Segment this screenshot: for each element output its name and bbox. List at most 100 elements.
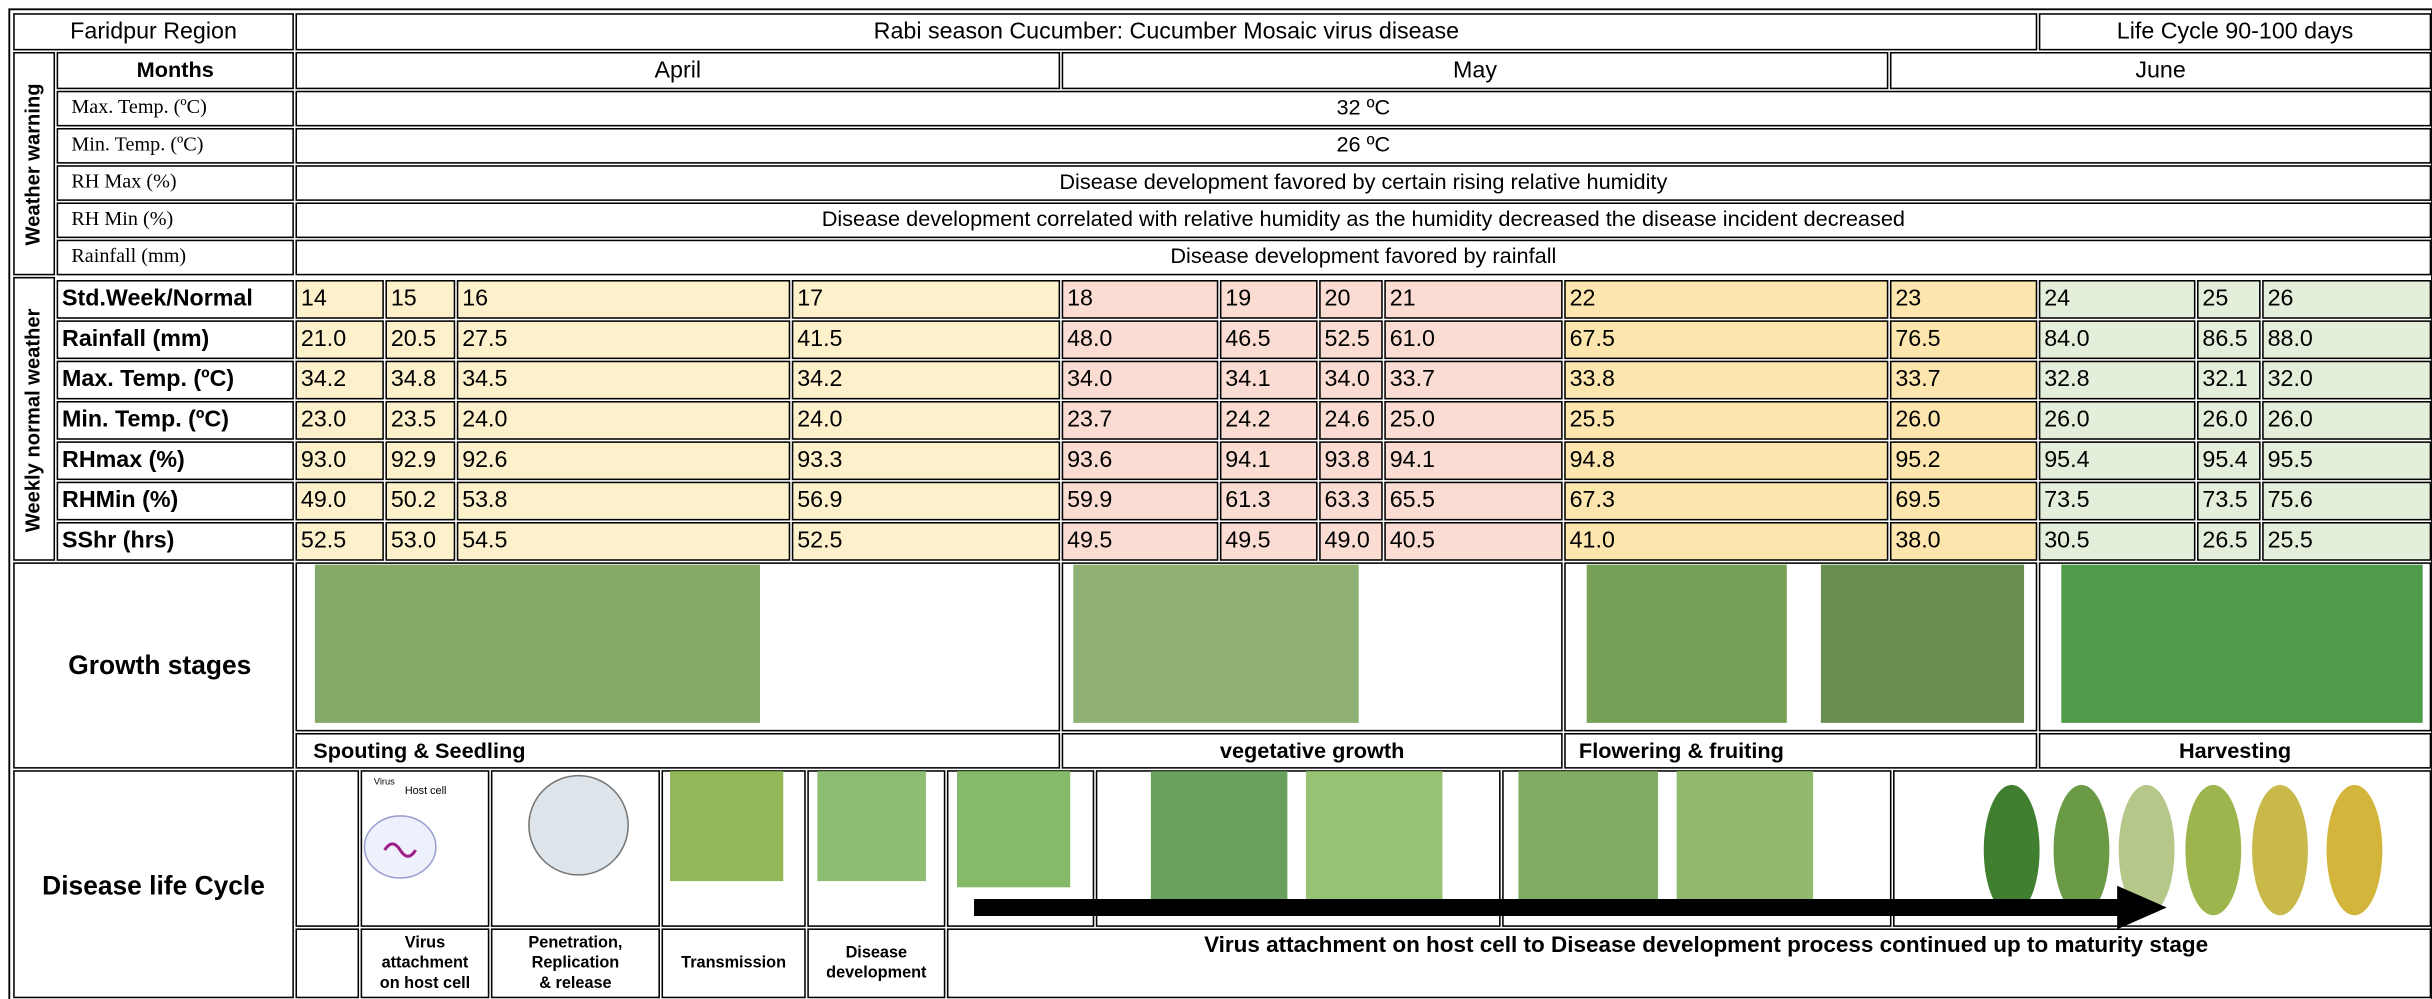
month: June [2135,56,2185,82]
cell-value: 32.0 [2268,365,2313,391]
row-label: Std.Week/Normal [62,285,253,311]
week: 16 [462,285,488,311]
cell-value: 24.6 [1325,406,1370,432]
cell-value: 24.0 [797,406,842,432]
cell-value: 33.7 [1390,365,1435,391]
cell-value: 95.4 [2044,446,2089,472]
cell-value: 93.0 [301,446,346,472]
cell-value: 54.5 [462,527,507,553]
cell-value: 41.0 [1570,527,1615,553]
cell-value: 34.5 [462,365,507,391]
cell-value: 94.1 [1225,446,1270,472]
cell-value: 73.5 [2044,486,2089,512]
photo [670,771,783,881]
photo [1073,565,1358,723]
step-label: Virus [405,933,445,951]
cell-value: 34.0 [1325,365,1370,391]
step-label: development [826,964,927,982]
cell-value: 61.0 [1390,325,1435,351]
step-label: Disease [846,944,907,962]
cell-value: 32.1 [2202,365,2247,391]
week: 15 [391,285,417,311]
cell-value: 93.8 [1325,446,1370,472]
months-label: Months [137,57,214,82]
cucumber [2327,785,2383,915]
week: 21 [1390,285,1416,311]
cell-value: 49.5 [1225,527,1270,553]
cell-value: 95.5 [2268,446,2313,472]
stage-label: Spouting & Seedling [313,738,525,763]
row-label: RHMin (%) [62,486,178,512]
step-label: attachment [382,954,469,972]
stage-label: vegetative growth [1220,738,1405,763]
cell-value: 26.0 [2268,406,2313,432]
photo [2061,565,2422,723]
photo [1821,565,2024,723]
cell-value: 48.0 [1067,325,1112,351]
row-label: Min. Temp. (ºC) [71,133,203,155]
cell [296,771,358,926]
sheet: Faridpur RegionRabi season Cucumber: Cuc… [0,0,2432,999]
cell-value: 40.5 [1390,527,1435,553]
cucumber [2185,785,2241,915]
cell-value: 34.8 [391,365,436,391]
cell [458,281,790,318]
diagram-label: Host cell [405,785,447,797]
photo [1518,771,1658,900]
row-label: Max. Temp. (ºC) [71,96,206,118]
row-label: Rainfall (mm) [71,245,186,267]
cell [793,281,1060,318]
row-label: Min. Temp. (ºC) [62,406,229,432]
cell-value: 86.5 [2202,325,2247,351]
cell-value: 52.5 [1325,325,1370,351]
section-label: Growth stages [68,650,251,680]
month: May [1453,56,1497,82]
cell-value: 23.5 [391,406,436,432]
cell-value: 88.0 [2268,325,2313,351]
cell-value: 32.8 [2044,365,2089,391]
week: 18 [1067,285,1093,311]
cell [296,929,358,997]
row-text: Disease development correlated with rela… [822,206,1905,231]
cell-value: 95.4 [2202,446,2247,472]
week: 23 [1895,285,1921,311]
step-label: Transmission [681,954,786,972]
cell-value: 24.0 [462,406,507,432]
cucumber [2252,785,2308,915]
row-label: RHmax (%) [62,446,185,472]
cell-value: 53.8 [462,486,507,512]
cell-value: 41.5 [797,325,842,351]
life-cycle: Life Cycle 90-100 days [2117,18,2353,44]
diagram-label: Virus [374,776,395,786]
week: 25 [2202,285,2228,311]
cucumber [1984,785,2040,915]
cell-value: 24.2 [1225,406,1270,432]
side-label: Weekly normal weather [22,308,44,532]
page: {"header": {"region": "Faridpur Region",… [0,0,2432,999]
week: 22 [1570,285,1596,311]
cell-value: 52.5 [797,527,842,553]
photo [315,565,760,723]
cell-value: 21.0 [301,325,346,351]
cell-value: 61.3 [1225,486,1270,512]
side-label: Weather warning [22,83,44,245]
cell-value: 84.0 [2044,325,2089,351]
cell-value: 27.5 [462,325,507,351]
photo [1587,565,1787,723]
cell [1565,281,1888,318]
stage-label: Harvesting [2179,738,2291,763]
cell-value: 92.6 [462,446,507,472]
cell-value: 34.0 [1067,365,1112,391]
section-label: Disease life Cycle [42,870,265,900]
cell-value: 50.2 [391,486,436,512]
photo [1151,771,1287,900]
cell-value: 95.2 [1895,446,1940,472]
cell-value: 20.5 [391,325,436,351]
title: Rabi season Cucumber: Cucumber Mosaic vi… [874,18,1459,44]
photo [957,771,1070,887]
cell-value: 25.5 [1570,406,1615,432]
cell-value: 33.7 [1895,365,1940,391]
cell-value: 93.3 [797,446,842,472]
cell-value: 26.5 [2202,527,2247,553]
row-text: Disease development favored by rainfall [1170,243,1556,268]
